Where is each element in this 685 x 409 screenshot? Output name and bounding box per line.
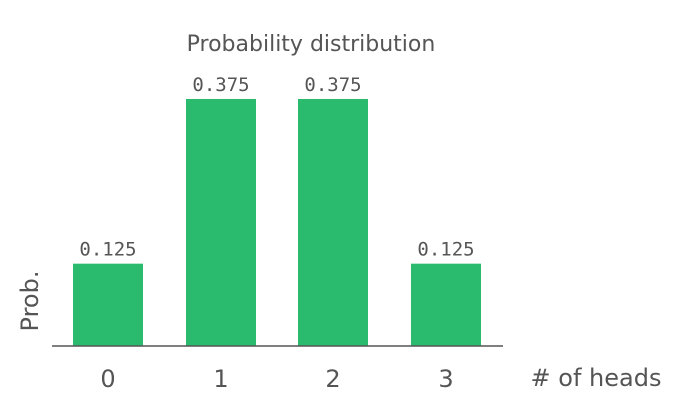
data-label-3: 0.125: [417, 239, 474, 261]
x-tick-label-0: 0: [100, 365, 115, 393]
chart-title: Probability distribution: [187, 32, 436, 57]
data-label-1: 0.375: [192, 74, 249, 96]
bars-group: [73, 99, 481, 346]
x-tick-label-3: 3: [438, 365, 453, 393]
x-tick-label-2: 2: [325, 365, 340, 393]
bar-1: [186, 99, 256, 346]
data-labels-group: 0.125 0.375 0.375 0.125: [79, 74, 474, 261]
y-axis-label: Prob.: [16, 271, 44, 332]
data-label-2: 0.375: [304, 74, 361, 96]
x-tick-labels-group: 0 1 2 3: [100, 365, 453, 393]
bar-2: [298, 99, 368, 346]
data-label-0: 0.125: [79, 239, 136, 261]
x-tick-label-1: 1: [213, 365, 228, 393]
bar-3: [411, 263, 481, 346]
bar-0: [73, 263, 143, 346]
x-axis-label: # of heads: [531, 364, 662, 392]
